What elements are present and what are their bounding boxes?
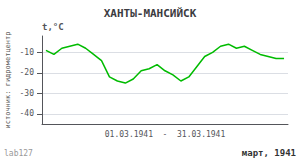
svg-text:-10: -10 <box>20 48 35 57</box>
svg-text:t,°C: t,°C <box>42 22 64 32</box>
svg-text:01.03.1941 - 31.03.1941: 01.03.1941 - 31.03.1941 <box>105 130 226 139</box>
svg-text:ХАНТЫ-МАНСИЙСК: ХАНТЫ-МАНСИЙСК <box>104 7 197 20</box>
svg-text:-20: -20 <box>20 68 35 77</box>
svg-text:-40: -40 <box>20 109 35 118</box>
svg-text:-30: -30 <box>20 89 35 98</box>
svg-text:март, 1941: март, 1941 <box>242 148 296 158</box>
svg-text:lab127: lab127 <box>4 149 33 158</box>
svg-text:источник: гидрометцентр: источник: гидрометцентр <box>4 32 12 129</box>
